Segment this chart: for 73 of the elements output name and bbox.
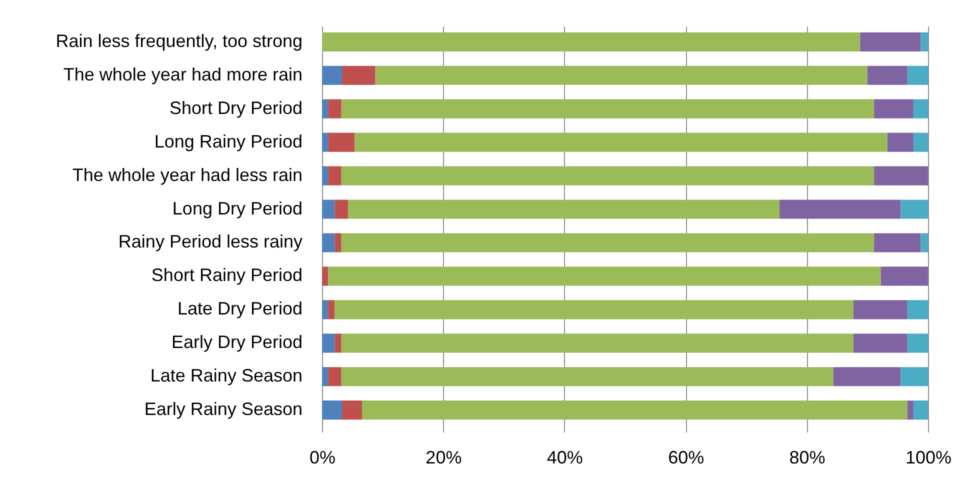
bar	[833, 367, 901, 386]
bar	[354, 132, 888, 152]
bar	[328, 132, 355, 152]
bar	[913, 132, 928, 152]
bar	[913, 99, 928, 118]
bar	[322, 132, 328, 152]
bar	[341, 166, 874, 186]
bar	[887, 132, 914, 152]
bar	[322, 266, 328, 286]
y-tick-label: Long Rainy Period	[154, 131, 302, 152]
bar	[880, 266, 928, 286]
bar	[334, 334, 342, 353]
y-tick-label: Early Rainy Season	[144, 399, 302, 420]
bar	[342, 400, 362, 420]
bar	[907, 300, 928, 320]
bar	[900, 367, 928, 386]
y-tick-label: Rain less frequently, too strong	[56, 30, 302, 51]
bar	[907, 334, 928, 353]
bar	[907, 66, 928, 85]
bar	[342, 66, 376, 85]
bar	[860, 32, 921, 52]
bar	[920, 32, 928, 52]
y-tick-label: Short Rainy Period	[151, 265, 302, 286]
bar	[322, 334, 335, 353]
x-tick-label: 100%	[905, 448, 952, 468]
bar	[362, 400, 908, 420]
bar	[328, 300, 335, 320]
bar	[322, 166, 328, 186]
bar	[328, 266, 881, 286]
bar	[920, 233, 928, 252]
bar	[322, 400, 342, 420]
y-tick-label: The whole year had more rain	[63, 64, 302, 84]
y-tick-label: Long Dry Period	[172, 198, 302, 218]
bar	[913, 400, 928, 420]
bar	[322, 99, 328, 118]
bar	[334, 300, 854, 320]
bar	[900, 200, 928, 219]
x-tick-label: 40%	[546, 448, 583, 468]
bar	[341, 233, 874, 252]
y-tick-label: Late Dry Period	[177, 298, 302, 319]
bar	[334, 233, 342, 252]
bar	[328, 99, 342, 118]
bar	[341, 99, 874, 118]
bar	[874, 99, 914, 118]
y-tick-label: Short Dry Period	[169, 98, 302, 118]
bar	[867, 66, 908, 85]
bar	[322, 300, 328, 320]
y-tick-label: Late Rainy Season	[150, 366, 302, 386]
bar	[322, 66, 342, 85]
bar	[853, 334, 908, 353]
bar	[780, 200, 901, 219]
bar	[334, 200, 348, 219]
bar	[341, 367, 834, 386]
x-tick-label: 60%	[668, 448, 704, 468]
bar	[375, 66, 868, 85]
y-tick-label: Early Dry Period	[171, 332, 302, 352]
x-tick-label: 20%	[426, 448, 462, 468]
bar	[322, 233, 335, 252]
bar	[907, 400, 914, 420]
bar	[874, 166, 928, 186]
x-tick-label: 0%	[309, 448, 336, 468]
bar	[322, 200, 335, 219]
y-tick-label: Rainy Period less rainy	[118, 232, 302, 252]
bar	[341, 334, 854, 353]
bar	[322, 32, 860, 52]
bar	[328, 166, 342, 186]
bar	[328, 367, 342, 386]
x-tick-label: 80%	[789, 448, 826, 468]
bar	[874, 233, 921, 252]
y-tick-label: The whole year had less rain	[72, 164, 302, 185]
bar	[853, 300, 908, 320]
bar	[348, 200, 780, 219]
bar	[322, 367, 328, 386]
